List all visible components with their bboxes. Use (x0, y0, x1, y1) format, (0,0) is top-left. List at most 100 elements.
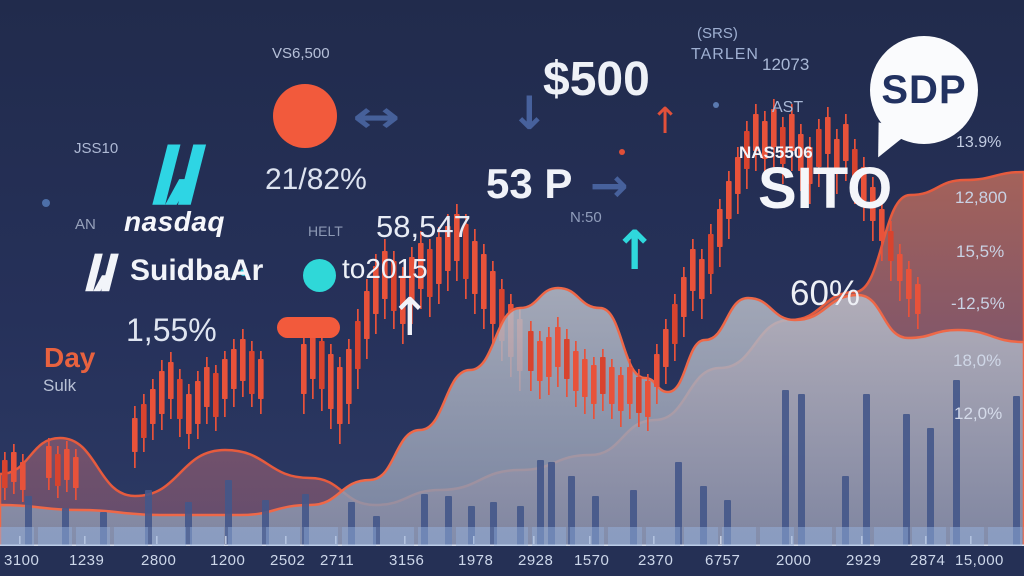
candle-body (195, 381, 201, 424)
candle-body (249, 351, 255, 394)
candle-body (64, 449, 70, 480)
candle-body (690, 249, 696, 291)
candle-body (436, 237, 442, 284)
candle-body (771, 109, 777, 147)
x-axis-label: 1978 (458, 552, 494, 569)
candle-body (319, 341, 325, 389)
candle-body (591, 365, 597, 404)
candle-body (708, 234, 714, 274)
candle-body (645, 381, 651, 417)
speech-bubble-text: SDP (881, 67, 967, 112)
candle-body (310, 329, 316, 379)
x-axis-label: 2928 (518, 552, 554, 569)
x-axis-label: 1200 (210, 552, 246, 569)
candle-body (546, 337, 552, 377)
candle-body (20, 462, 26, 490)
candle-body (454, 214, 460, 261)
candle-body (672, 304, 678, 344)
candle-body (897, 254, 903, 281)
candle-body (481, 254, 487, 309)
candle-body (906, 269, 912, 299)
candle-body (409, 257, 415, 304)
candle-body (555, 327, 561, 367)
candle-body (445, 226, 451, 271)
candle-body (240, 339, 246, 381)
candle-body (807, 147, 813, 184)
candle-body (528, 331, 534, 371)
volume-bar (782, 390, 789, 546)
candle-body (373, 266, 379, 314)
volume-bar (675, 462, 682, 546)
candle-body (663, 329, 669, 367)
candle-body (346, 349, 352, 404)
candle-body (463, 224, 469, 279)
suidbaar-swoosh-icon (85, 253, 119, 292)
candle-body (627, 367, 633, 404)
candle-body (744, 131, 750, 169)
nasdaq-wordmark: nasdaq (124, 206, 226, 237)
candle-body (717, 209, 723, 247)
volume-bar (953, 380, 960, 546)
volume-bar (798, 394, 805, 546)
candle-body (699, 259, 705, 299)
candle-body (870, 187, 876, 221)
candle-body (382, 251, 388, 299)
candle-body (654, 354, 660, 387)
candle-body (186, 394, 192, 434)
candle-body (159, 371, 165, 414)
candle-body (537, 341, 543, 381)
grid-ribbon (0, 527, 1024, 546)
x-axis-label: 2929 (846, 552, 882, 569)
x-axis-label: 2370 (638, 552, 674, 569)
candle-body (55, 454, 61, 486)
candle-body (825, 117, 831, 154)
candle-body (2, 460, 8, 488)
candle-body (132, 418, 138, 452)
candle-body (355, 321, 361, 369)
x-axis-label: 2502 (270, 552, 306, 569)
candle-body (780, 127, 786, 164)
candle-body (46, 446, 52, 478)
volume-bar (1013, 396, 1020, 546)
candle-body (301, 344, 307, 394)
area-series-front (0, 286, 1024, 576)
volume-bars (25, 380, 1020, 546)
candle-body (328, 354, 334, 409)
candle-body (150, 389, 156, 424)
candle-body (609, 367, 615, 404)
candle-body (798, 134, 804, 171)
candle-body (213, 373, 219, 417)
candle-body (726, 181, 732, 219)
x-axis-label: 2800 (141, 552, 177, 569)
candle-body (573, 351, 579, 391)
candle-body (582, 359, 588, 397)
candle-body (735, 157, 741, 194)
candle-body (168, 362, 174, 399)
candle-body (888, 231, 894, 261)
candle-body (400, 277, 406, 324)
candle-body (427, 249, 433, 297)
nasdaq-swoosh-icon (152, 144, 207, 205)
candle-body (789, 114, 795, 151)
candle-body (364, 291, 370, 339)
candle-body (490, 271, 496, 324)
x-axis-label: 6757 (705, 552, 741, 569)
candle-body (231, 349, 237, 389)
candle-body (337, 367, 343, 424)
candle-body (879, 209, 885, 241)
candle-body (73, 457, 79, 488)
candle-body (472, 241, 478, 294)
x-axis-strip: 3100 1239 2800 1200 2502 2711 3156 1978 2928 1570… (0, 546, 1024, 576)
x-axis-label: 3100 (4, 552, 40, 569)
volume-bar (537, 460, 544, 546)
x-axis-label: 1570 (574, 552, 610, 569)
candle-body (141, 404, 147, 438)
candle-body (600, 357, 606, 394)
candle-body (915, 284, 921, 314)
candle-body (762, 121, 768, 159)
candle-body (258, 359, 264, 399)
volume-bar (927, 428, 934, 546)
candle-body (636, 377, 642, 413)
